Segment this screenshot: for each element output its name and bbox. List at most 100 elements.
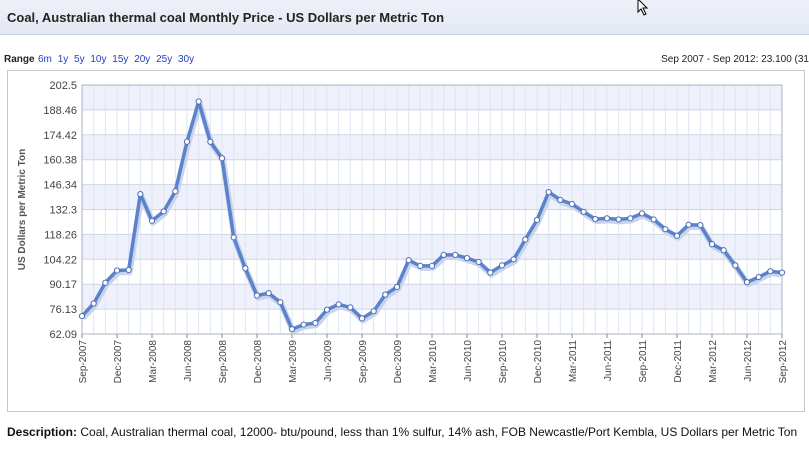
data-point[interactable] (778, 269, 786, 276)
data-point[interactable] (253, 292, 261, 299)
price-line-chart: 202.5 188.46 174.42 160.38 146.34 132.3 118.26… (17, 80, 789, 384)
x-tick-label: Jun-2012 (743, 340, 754, 382)
y-axis-label: US Dollars per Metric Ton (17, 149, 28, 271)
data-point[interactable] (207, 138, 214, 145)
data-point[interactable] (218, 155, 226, 162)
data-point[interactable] (358, 315, 366, 322)
data-point[interactable] (288, 326, 296, 333)
data-point[interactable] (382, 291, 389, 298)
x-tick-label: Sep-2011 (638, 340, 649, 383)
data-point[interactable] (125, 266, 132, 274)
data-point[interactable] (370, 308, 377, 315)
data-point[interactable] (347, 304, 354, 311)
data-point[interactable] (137, 190, 144, 198)
data-point[interactable] (743, 279, 751, 286)
data-point[interactable] (650, 216, 657, 223)
data-point[interactable] (335, 301, 342, 308)
data-point[interactable] (242, 265, 249, 272)
x-tick-label: Dec-2010 (533, 340, 544, 384)
y-tick-label: 62.09 (49, 329, 77, 341)
x-tick-label: Mar-2011 (568, 340, 579, 382)
x-tick-label: Mar-2012 (708, 340, 719, 383)
x-tick-label: Sep-2008 (218, 340, 229, 384)
data-point[interactable] (417, 262, 424, 269)
data-point[interactable] (580, 208, 587, 215)
x-tick-label: Jun-2009 (323, 340, 334, 382)
data-point[interactable] (265, 290, 272, 297)
page-title: Coal, Australian thermal coal Monthly Pr… (7, 10, 445, 25)
data-point[interactable] (113, 267, 121, 274)
x-tick-label: Sep-2009 (358, 340, 369, 384)
data-point[interactable] (557, 196, 564, 204)
x-tick-label: Mar-2010 (428, 340, 439, 383)
x-tick-label: Sep-2010 (498, 340, 509, 384)
data-point[interactable] (440, 251, 447, 258)
y-tick-label: 90.17 (49, 279, 77, 291)
y-tick-label: 160.38 (43, 155, 77, 167)
data-point[interactable] (510, 256, 517, 263)
data-point[interactable] (498, 262, 506, 269)
data-point[interactable] (685, 221, 692, 228)
data-point[interactable] (603, 215, 611, 222)
data-point[interactable] (592, 215, 599, 223)
data-point[interactable] (312, 319, 319, 327)
data-point[interactable] (638, 210, 646, 217)
data-point[interactable] (230, 234, 237, 241)
y-tick-label: 174.42 (43, 130, 77, 142)
data-point[interactable] (393, 283, 401, 291)
data-point[interactable] (428, 262, 436, 269)
y-tick-label: 146.34 (43, 180, 77, 192)
data-point[interactable] (323, 306, 331, 313)
data-point[interactable] (463, 254, 471, 262)
data-point[interactable] (673, 232, 681, 239)
range-bar: Range 6m 1y 5y 10y 15y 20y 25y 30y Sep 2… (0, 52, 809, 68)
data-point[interactable] (732, 262, 739, 269)
data-point[interactable] (487, 269, 494, 276)
data-point[interactable] (148, 217, 156, 224)
data-point[interactable] (102, 279, 109, 286)
x-tick-label: Mar-2008 (148, 340, 159, 383)
range-option-25y[interactable]: 25y (156, 54, 173, 65)
x-tick-label: Dec-2009 (393, 340, 404, 384)
y-tick-label: 202.5 (49, 80, 77, 92)
data-point[interactable] (160, 208, 167, 215)
y-tick-label: 104.22 (43, 254, 77, 266)
data-point[interactable] (720, 247, 727, 254)
x-tick-label: Dec-2007 (113, 340, 124, 384)
data-point[interactable] (277, 299, 284, 306)
data-point[interactable] (300, 321, 307, 328)
x-tick-label: Jun-2010 (463, 340, 474, 382)
data-point[interactable] (405, 257, 412, 264)
data-point[interactable] (522, 236, 529, 243)
data-point[interactable] (662, 226, 669, 233)
range-option-5y[interactable]: 5y (74, 54, 85, 65)
data-point[interactable] (568, 200, 576, 208)
data-point[interactable] (767, 268, 774, 275)
range-option-15y[interactable]: 15y (112, 54, 129, 65)
range-option-10y[interactable]: 10y (90, 54, 107, 65)
data-point[interactable] (708, 241, 716, 248)
description-text: Coal, Australian thermal coal, 12000- bt… (80, 425, 798, 439)
x-tick-label: Sep-2012 (778, 340, 789, 384)
data-point[interactable] (78, 312, 86, 320)
data-point[interactable] (90, 300, 97, 307)
data-point[interactable] (183, 138, 191, 145)
range-option-30y[interactable]: 30y (178, 54, 195, 65)
data-point[interactable] (533, 216, 541, 224)
page-header: Coal, Australian thermal coal Monthly Pr… (0, 0, 809, 35)
data-point[interactable] (615, 216, 622, 223)
range-option-1y[interactable]: 1y (57, 54, 69, 65)
data-point[interactable] (475, 258, 482, 266)
data-point[interactable] (172, 188, 179, 195)
x-tick-label: Jun-2011 (603, 340, 614, 381)
data-point[interactable] (195, 98, 202, 105)
chart-frame: 202.5 188.46 174.42 160.38 146.34 132.3 118.26… (7, 70, 805, 412)
data-point[interactable] (627, 215, 634, 222)
description-label: Description: (7, 425, 78, 439)
data-point[interactable] (452, 251, 459, 258)
range-option-20y[interactable]: 20y (134, 54, 151, 65)
data-point[interactable] (755, 273, 762, 281)
range-option-6m[interactable]: 6m (38, 54, 52, 65)
data-point[interactable] (545, 189, 552, 196)
data-point[interactable] (697, 221, 704, 229)
